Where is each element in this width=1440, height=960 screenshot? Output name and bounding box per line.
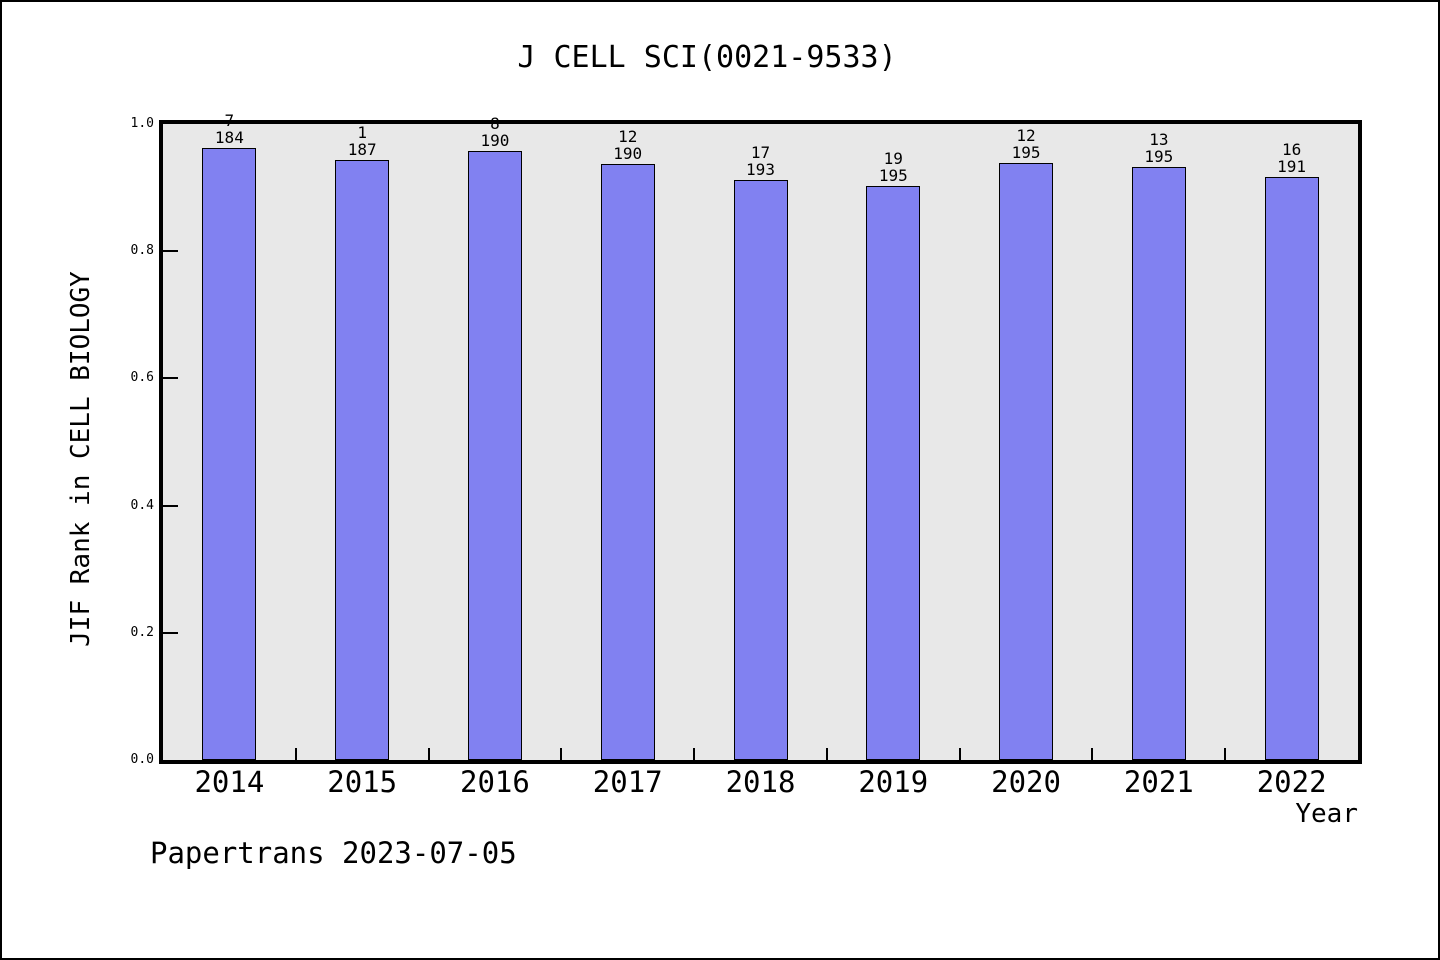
y-tick-label: 0.6 bbox=[130, 370, 154, 386]
bar-rank-value: 12 bbox=[618, 127, 638, 146]
bar-total-value: 195 bbox=[878, 166, 908, 185]
x-tick-label: 2014 bbox=[194, 765, 265, 799]
bar-rank-value: 12 bbox=[1016, 126, 1036, 145]
bar-total-value: 195 bbox=[1144, 147, 1174, 166]
bar bbox=[1131, 167, 1186, 760]
x-tick-label: 2020 bbox=[991, 765, 1061, 799]
bar bbox=[1264, 177, 1319, 760]
bar-rank-value: 17 bbox=[750, 143, 771, 162]
bar bbox=[600, 164, 655, 760]
bar bbox=[866, 186, 921, 760]
y-tick-label: 0.0 bbox=[130, 752, 154, 767]
bar-value-label: 7 184 bbox=[215, 112, 244, 146]
bar-rank-value: 19 bbox=[883, 149, 903, 168]
y-tick-label: 0.4 bbox=[130, 497, 154, 513]
bar-value-label: 19 195 bbox=[879, 150, 908, 184]
bar bbox=[202, 148, 257, 760]
bar-total-value: 190 bbox=[480, 131, 510, 150]
x-tick bbox=[1224, 748, 1227, 760]
bar-value-label: 17 193 bbox=[746, 144, 775, 178]
bar-rank-value: 1 bbox=[357, 123, 367, 142]
bar bbox=[335, 160, 390, 760]
bar-total-value: 193 bbox=[746, 160, 775, 179]
plot-area: 7 184 1 187 8 190 12 190 17 193 19 195 12 195 13 195 16 1… bbox=[159, 112, 1362, 764]
y-tick-label: 0.8 bbox=[130, 243, 154, 259]
x-axis-label: Year bbox=[1295, 799, 1358, 829]
y-tick bbox=[163, 631, 178, 634]
y-tick bbox=[163, 377, 178, 380]
x-tick bbox=[958, 748, 961, 760]
bar-value-label: 12 195 bbox=[1012, 127, 1041, 161]
bar-value-label: 13 195 bbox=[1144, 131, 1173, 165]
bar-total-value: 184 bbox=[214, 128, 244, 147]
bar-total-value: 187 bbox=[347, 140, 377, 159]
x-tick-label: 2016 bbox=[460, 765, 530, 799]
bar-rank-value: 7 bbox=[224, 111, 235, 130]
x-tick bbox=[1091, 748, 1094, 760]
y-tick-label: 1.0 bbox=[130, 116, 154, 131]
bar-rank-value: 13 bbox=[1149, 130, 1169, 149]
bar-value-label: 16 191 bbox=[1277, 141, 1306, 175]
bar-value-label: 12 190 bbox=[613, 128, 642, 162]
chart-title: J CELL SCI(0021-9533) bbox=[517, 40, 897, 75]
y-tick bbox=[163, 504, 178, 507]
x-tick-label: 2015 bbox=[327, 765, 398, 799]
x-tick-label: 2021 bbox=[1123, 765, 1194, 799]
x-tick bbox=[427, 748, 430, 760]
y-axis-label: JIF Rank in CELL BIOLOGY bbox=[66, 271, 96, 647]
x-tick bbox=[560, 748, 563, 760]
y-tick bbox=[163, 250, 178, 253]
bar-value-label: 1 187 bbox=[348, 124, 377, 158]
bar-total-value: 195 bbox=[1011, 143, 1041, 162]
bar-total-value: 191 bbox=[1277, 157, 1307, 176]
y-tick-label: 0.2 bbox=[130, 624, 154, 640]
bar-value-label: 8 190 bbox=[480, 115, 509, 149]
bar-total-value: 190 bbox=[613, 144, 643, 163]
x-tick-label: 2022 bbox=[1256, 765, 1327, 799]
x-tick bbox=[825, 748, 828, 760]
x-tick-label: 2018 bbox=[725, 765, 796, 799]
bar bbox=[467, 151, 522, 760]
bar bbox=[733, 180, 788, 760]
bar-rank-value: 16 bbox=[1281, 140, 1302, 159]
bar bbox=[999, 163, 1054, 760]
bar-rank-value: 8 bbox=[490, 114, 500, 133]
x-tick-label: 2019 bbox=[858, 765, 929, 799]
watermark-text: Papertrans 2023-07-05 bbox=[150, 836, 517, 870]
x-tick-label: 2017 bbox=[592, 765, 663, 799]
x-tick bbox=[294, 748, 297, 760]
x-tick bbox=[693, 748, 696, 760]
